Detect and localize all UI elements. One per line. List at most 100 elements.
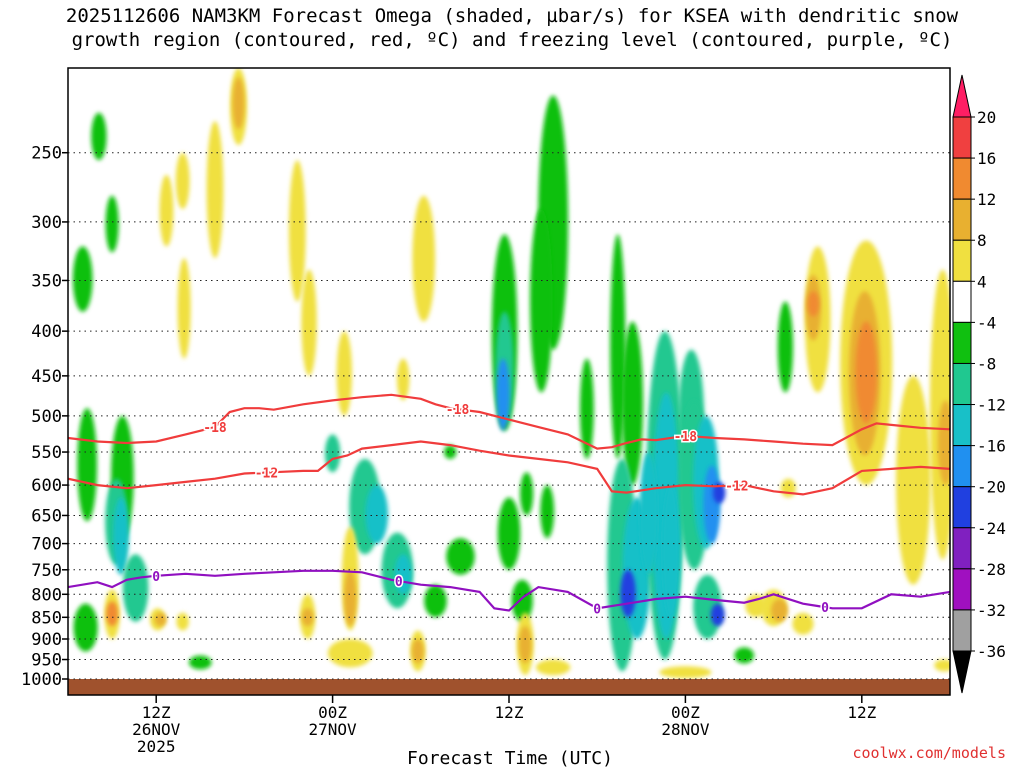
colorbar-swatch-6 [952,362,972,406]
omega-cell-19 [424,584,447,618]
y-tick-label-300: 300 [31,213,62,233]
omega-cell-48 [777,301,794,393]
omega-cell-6 [206,121,224,259]
y-tick-label-400: 400 [31,322,62,342]
y-tick-label-650: 650 [31,506,62,526]
colorbar-label-12: -32 [977,601,1006,620]
omega-cell-45 [710,603,725,627]
omega-cell-11 [336,331,353,416]
colorbar-swatch-0 [952,116,972,159]
omega-cell-18 [394,554,412,595]
x-tick-label-1-0: 00Z [318,703,347,722]
colorbar-label-7: -12 [977,396,1006,415]
y-tick-label-950: 950 [31,651,62,671]
x-tick-label-1-1: 27NOV [309,720,358,739]
omega-cell-39 [639,452,658,575]
y-tick-label-900: 900 [31,630,62,650]
omega-cell-52 [807,291,820,317]
colorbar-swatch-2 [952,198,972,241]
y-tick-label-250: 250 [31,144,62,164]
y-axis: 2503003504004505005506006507007508008509… [21,144,68,690]
omega-cell-20 [446,538,475,575]
y-tick-label-500: 500 [31,407,62,427]
omega-cell-78 [344,569,357,627]
omega-cell-9 [288,160,306,302]
omega-cell-56 [896,375,931,585]
omega-cell-84 [535,659,571,676]
omega-cell-30 [540,485,555,539]
omega-cell-27 [529,209,553,393]
omega-cell-10 [301,269,317,376]
contour-label-1-0: -12 [255,467,278,482]
contour-label-2-2: 0 [593,602,601,617]
colorbar-label-0: 20 [977,108,996,127]
x-tick-label-0-1: 26NOV [132,720,181,739]
omega-cell-76 [301,608,314,627]
omega-cell-85 [659,666,712,679]
omega-cell-47 [662,485,680,618]
colorbar-top-arrow [952,74,972,118]
x-tick-label-0-0: 12Z [142,703,171,722]
colorbar-label-8: -16 [977,437,1006,456]
omega-cell-66 [113,497,129,575]
chart-title: 2025112606 NAM3KM Forecast Omega (shaded… [0,4,1024,52]
omega-cell-22 [497,497,521,570]
y-tick-label-550: 550 [31,443,62,463]
omega-cell-4 [175,152,190,210]
omega-cell-87 [934,659,950,672]
omega-cell-72 [154,612,167,627]
omega-cell-3 [159,174,174,247]
omega-cell-70 [106,601,118,627]
omega-cell-28 [511,579,533,622]
omega-cell-62 [792,612,814,635]
omega-cell-16 [365,485,389,544]
omega-cell-13 [396,358,410,401]
chart-title-line2: growth region (contoured, red, ºC) and f… [71,29,953,51]
omega-cell-58 [937,400,950,486]
colorbar-swatch-12 [952,609,972,652]
omega-cell-33 [621,321,644,486]
colorbar-bottom-arrow [952,650,972,694]
colorbar-label-2: 12 [977,190,996,209]
colorbar-swatch-7 [952,404,972,447]
colorbar-label-6: -8 [977,354,996,373]
contour-label-0-1: -18 [446,403,470,418]
colorbar-swatch-10 [952,527,972,570]
omega-cell-2 [105,195,119,253]
omega-cell-81 [412,639,424,664]
colorbar-swatch-9 [952,486,972,529]
x-tick-label-3-1: 28NOV [661,720,710,739]
omega-cell-31 [579,358,594,459]
omega-cell-14 [324,434,341,473]
contour-line-1 [68,440,950,496]
x-tick-label-4-0: 12Z [847,703,876,722]
omega-cell-32 [610,234,626,459]
y-tick-label-600: 600 [31,476,62,496]
omega-cell-68 [73,603,98,652]
colorbar-label-11: -28 [977,560,1006,579]
colorbar-label-4: 4 [977,272,987,291]
colorbar-swatch-4 [952,280,972,323]
contour-label-2-1: 0 [395,575,403,590]
colorbar-swatch-1 [952,157,972,200]
y-tick-label-750: 750 [31,561,62,581]
omega-cell-0 [72,246,93,312]
colorbar-label-1: 16 [977,149,996,168]
colorbar-label-13: -36 [977,642,1006,661]
colorbar-swatch-11 [952,568,972,611]
colorbar-swatch-5 [952,321,972,364]
omega-cell-8 [232,77,245,130]
omega-cell-5 [177,258,191,359]
contour-label-0-0: -18 [203,421,227,436]
colorbar-swatch-8 [952,445,972,488]
x-tick-label-2-0: 12Z [495,703,524,722]
contour-label-2-3: 0 [821,601,829,616]
y-tick-label-800: 800 [31,585,62,605]
colorbar-label-9: -20 [977,478,1006,497]
credit-text: coolwx.com/models [852,744,1006,762]
contour-label-1-1: -12 [725,479,748,494]
omega-cell-86 [734,647,755,664]
contour-line-0 [68,393,950,450]
y-tick-label-450: 450 [31,367,62,387]
